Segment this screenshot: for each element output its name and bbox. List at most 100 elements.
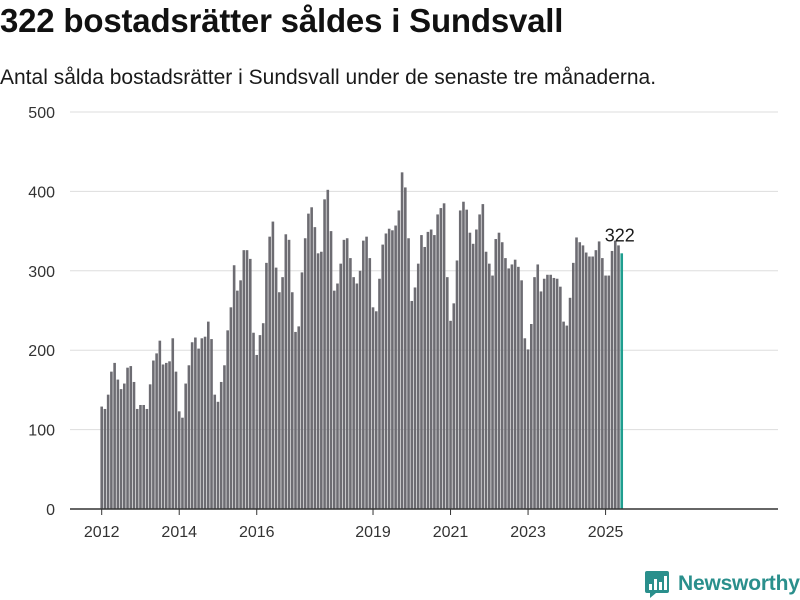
y-tick-label: 300 [28,264,55,281]
bars [100,172,624,510]
bar [559,286,562,509]
bar [468,232,472,509]
x-tick-label: 2025 [588,524,624,541]
bar [400,172,404,509]
bar [613,240,617,509]
x-axis: 2012 2014 2016 2019 2021 2023 2025 [70,508,778,541]
bar [500,242,504,509]
bar [617,245,620,509]
newsworthy-logo-icon [645,571,669,598]
bar [442,203,446,509]
bar [129,366,133,509]
bar [465,209,468,509]
bar [106,394,110,509]
bar [391,230,394,509]
bar [436,214,439,509]
bar [433,235,436,509]
bar [507,268,510,509]
bar [439,208,443,509]
bar [281,277,284,509]
x-tick-label: 2023 [510,524,546,541]
bar [381,244,385,509]
x-tick-label: 2014 [161,524,197,541]
bar [404,187,407,509]
bar [584,252,588,510]
bar [139,404,142,509]
bar [326,189,330,509]
bar [416,263,420,509]
bar [177,411,181,509]
brand-logo[interactable]: Newsworthy [644,568,800,600]
bar [242,250,246,509]
page-title: 322 bostadsrätter såldes i Sundsvall [0,2,564,39]
bar [239,280,242,509]
bar [565,325,569,509]
bar [378,278,381,509]
bar [429,229,433,509]
x-tick-label: 2012 [84,524,120,541]
bar [575,237,578,509]
bar [197,348,200,509]
y-tick-label: 400 [28,184,55,201]
bar [271,221,275,509]
bar [113,362,116,509]
bar [533,277,536,509]
bar [523,338,527,509]
bar [562,321,565,509]
bar [158,340,162,509]
bar [362,240,365,509]
bar [310,207,313,509]
bar [446,277,449,509]
bar [119,389,123,509]
bar [578,242,582,509]
bar [571,262,575,509]
x-tick-label: 2019 [355,524,391,541]
bar [581,245,585,509]
bar [181,417,184,509]
bar [488,263,491,509]
bar [223,365,226,509]
bar [303,238,307,509]
bar [226,330,229,509]
bar [517,266,520,509]
bar [452,303,456,509]
bar [368,258,372,509]
bar [394,225,397,510]
bar [168,361,171,509]
bar [374,311,378,509]
bar [526,349,530,509]
bar [110,371,113,509]
bar [504,258,507,509]
y-tick-label: 200 [28,343,55,360]
bar [542,278,546,509]
bar [284,234,288,509]
bar [539,291,543,509]
bar [387,228,391,509]
bar [604,275,607,509]
highlighted-bar [620,253,624,509]
bar [607,275,611,509]
bar [510,264,514,509]
bar [135,408,139,509]
bar [265,262,268,509]
bar [484,251,488,510]
bar [278,292,281,509]
bar [145,408,149,509]
bar [320,251,323,510]
bar [591,256,594,509]
bar [365,236,368,509]
y-axis-labels: 0 100 200 300 400 500 [28,105,55,519]
bar [491,275,494,509]
bar [358,270,362,509]
bar [300,272,304,509]
annotations: 322 [605,225,635,245]
bar [297,326,301,509]
bar [248,258,252,509]
bar [313,227,317,509]
bar [481,204,485,509]
latest-value-label: 322 [605,225,635,245]
bar [332,290,336,509]
bar [426,231,430,509]
bar [520,280,523,509]
